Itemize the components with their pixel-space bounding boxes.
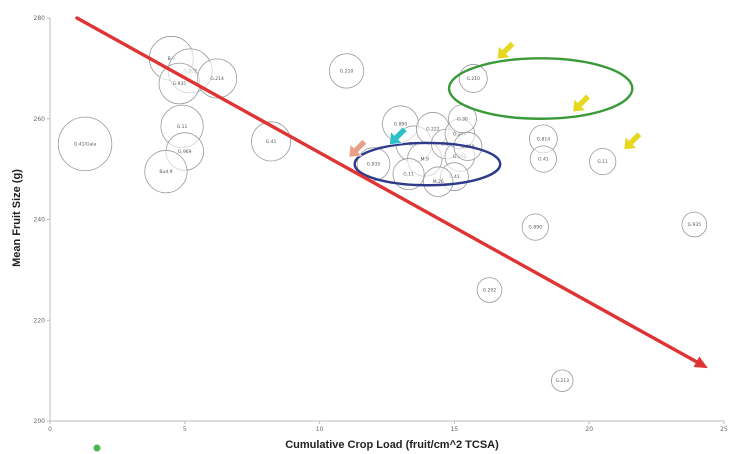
bubble-label: G.935 <box>173 81 187 87</box>
bubble-label: M.9 <box>421 157 429 163</box>
highlight-ellipses <box>353 57 634 187</box>
bubble-label: G.890 <box>394 121 408 127</box>
x-tick-label: 15 <box>451 426 459 433</box>
bubble <box>423 166 454 197</box>
trendline <box>75 16 699 364</box>
bubble-label: G.210 <box>340 68 354 74</box>
x-tick-label: 10 <box>316 426 324 433</box>
trendline-arrowhead <box>693 356 708 369</box>
bubble <box>589 147 617 176</box>
bubble <box>529 145 557 173</box>
bubble <box>392 158 425 191</box>
bubble-label: G.41 <box>538 157 549 163</box>
plot-frame <box>49 18 724 422</box>
bubble-label: G.11 <box>177 124 188 130</box>
bubble-label: G.41 <box>266 139 277 145</box>
x-axis-ticks: 0 5 10 15 20 25 <box>48 421 728 433</box>
x-tick-label: 20 <box>585 426 593 433</box>
bubble-label: G.935 <box>367 162 381 168</box>
bubble-label: G.214 <box>453 131 467 137</box>
y-tick-label: 260 <box>34 116 46 123</box>
bubble-layer: G.41/GalaB.9G.202G.935G.214G.11G.969Bud.… <box>57 35 708 392</box>
y-tick-label: 240 <box>34 217 46 224</box>
block-arrow <box>496 40 516 60</box>
bubble <box>476 277 503 303</box>
bubble-label: G.969 <box>178 149 192 155</box>
bubble-label: G.41 <box>449 174 460 180</box>
green-dot-marker <box>93 444 101 452</box>
bubble-label: G.11 <box>403 172 414 178</box>
y-axis-title: Mean Fruit Size (g) <box>11 169 23 267</box>
x-tick-label: 5 <box>183 426 187 433</box>
arrow-annotations <box>348 40 643 158</box>
x-axis-title: Cumulative Crop Load (fruit/cm^2 TCSA) <box>285 439 499 451</box>
bubble-label: G.890 <box>529 225 543 231</box>
bubble-label: G.11 <box>597 159 608 165</box>
block-arrow <box>572 93 591 113</box>
x-tick-label: 25 <box>720 426 728 433</box>
bubble-label: G.202 <box>483 288 497 294</box>
bubble-label: G.214 <box>210 76 224 82</box>
highlight-ellipse <box>447 57 634 120</box>
trendline-layer <box>75 16 708 369</box>
bubble <box>356 147 391 181</box>
bubble-label: M.26 <box>433 179 444 185</box>
y-axis-ticks: 200 220 240 260 280 <box>34 15 50 425</box>
highlight-ellipse <box>353 141 502 187</box>
bubble <box>521 213 549 241</box>
bubble-label: Bud.9 <box>159 169 172 175</box>
block-arrow <box>348 139 368 158</box>
bubble-label: G.30 <box>457 116 468 122</box>
bubble <box>197 58 238 99</box>
bubble <box>328 53 365 89</box>
bubble <box>57 116 113 172</box>
bubble <box>681 211 708 238</box>
bubble-label: G.210 <box>467 76 481 82</box>
bubble-label: G.814 <box>537 136 551 142</box>
block-arrow <box>623 131 643 150</box>
bubble-label: G.935 <box>688 222 702 228</box>
bubble <box>144 150 188 194</box>
bubble-label: G.41/Gala <box>74 141 97 147</box>
y-tick-label: 280 <box>34 15 46 22</box>
bubble <box>551 369 574 392</box>
y-tick-label: 200 <box>34 418 46 425</box>
x-tick-label: 0 <box>48 426 52 433</box>
y-tick-label: 220 <box>34 317 46 324</box>
bubble-label: G.222 <box>426 126 440 132</box>
block-arrow <box>389 126 408 145</box>
bubble-label: G.213 <box>555 378 569 384</box>
